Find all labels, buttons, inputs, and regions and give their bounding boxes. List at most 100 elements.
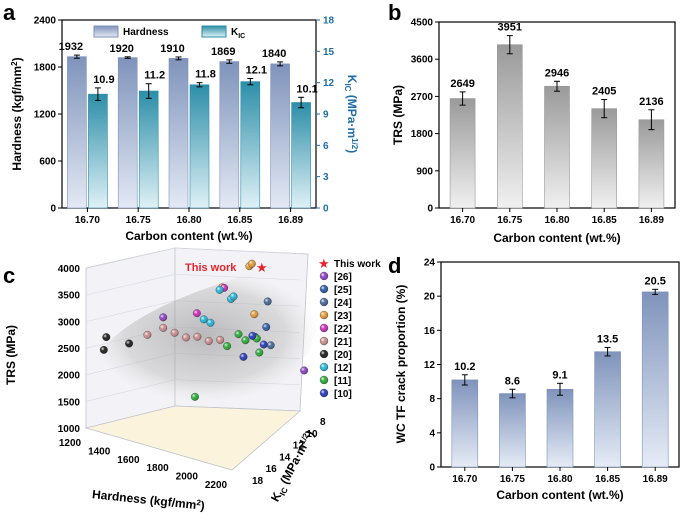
bar xyxy=(117,57,138,209)
panel-c-floor xyxy=(84,405,302,471)
data-label: 13.5 xyxy=(597,333,618,345)
scatter-point-highlight xyxy=(204,337,213,345)
panel-d-y-axis-title: WC TF crack proportion (%) xyxy=(394,285,408,444)
panel-a-left-ticks: 0 600 1200 1800 2400 xyxy=(34,16,62,215)
x-tick-label: 1800 xyxy=(146,463,169,474)
scatter-point-highlight xyxy=(200,315,208,324)
y-tick-label: 8 xyxy=(320,417,326,428)
legend-marker-highlight xyxy=(320,363,328,371)
this-work-annotation: This work xyxy=(185,262,237,274)
y-tick-label: 1200 xyxy=(34,110,57,121)
y-tick-label: 16 xyxy=(266,464,278,475)
z-tick-label: 1500 xyxy=(58,397,81,408)
scatter-point-highlight xyxy=(215,286,224,294)
panel-letter-d: d xyxy=(388,253,401,278)
data-label: 1869 xyxy=(211,46,235,58)
y-tick-label: 10 xyxy=(306,429,318,440)
y-tick-label: 4 xyxy=(429,428,435,439)
panel-b-trs-chart: 2649 3951 2946 2405 2136 0 900 1800 2700 3600 450… xyxy=(391,18,676,245)
x-tick-label: 1200 xyxy=(59,438,82,449)
x-tick-label: 16.70 xyxy=(75,215,100,226)
panel-c-3d-scatter: 1000 1500 2000 2500 3000 3500 4000 1200 1400 1600… xyxy=(4,247,381,513)
panel-a-y-axis-title: Hardness (kgf/mm2) xyxy=(10,57,24,170)
bar xyxy=(138,90,159,209)
legend-marker-highlight xyxy=(320,350,328,358)
panel-c-x-axis-title: Hardness (kgf/mm2) xyxy=(91,487,205,513)
z-tick-label: 3000 xyxy=(58,317,81,328)
panel-b-y-axis-title: TRS (MPa) xyxy=(391,85,405,145)
data-label: 10.9 xyxy=(93,74,114,86)
scatter-point-highlight xyxy=(206,318,215,327)
data-label: 1920 xyxy=(109,43,133,55)
panel-a-bars: 1932 1920 1910 1869 1840 10.9 11.2 11.8 12.1 10.1 xyxy=(59,41,318,209)
scatter-point-highlight xyxy=(193,309,201,318)
y-tick-label: 0 xyxy=(427,204,433,215)
legend-label: [10] xyxy=(334,389,352,400)
panel-c-axes: 1000 1500 2000 2500 3000 3500 4000 1200 1400 1600… xyxy=(58,264,326,491)
bar xyxy=(641,291,669,468)
x-tick-label: 16.89 xyxy=(643,474,668,485)
data-label: 3951 xyxy=(498,22,522,34)
panel-d-x-ticks: 16.70 16.75 16.80 16.85 16.89 xyxy=(452,467,668,485)
legend-kic-label: KIC xyxy=(231,27,245,40)
right-tick-label: 3 xyxy=(323,172,329,183)
data-label: 8.6 xyxy=(505,375,520,387)
panel-a-x-ticks: 16.70 16.75 16.80 16.85 16.89 xyxy=(75,208,304,226)
x-tick-label: 1400 xyxy=(88,446,111,457)
bar xyxy=(451,379,479,468)
scatter-point-highlight xyxy=(241,336,250,345)
y-tick-label: 12 xyxy=(424,360,436,371)
panel-b-y-ticks: 0 900 1800 2700 3600 4500 xyxy=(411,18,439,215)
z-tick-label: 4000 xyxy=(58,264,81,275)
panel-a-right-ticks: 0 3 6 9 12 15 18 xyxy=(316,16,335,215)
legend-label: [22] xyxy=(334,324,352,335)
scatter-point-highlight xyxy=(300,366,308,375)
panel-b-bars: 2649 3951 2946 2405 2136 xyxy=(449,22,665,209)
data-label: 10.2 xyxy=(454,361,475,373)
x-tick-label: 16.80 xyxy=(544,215,569,226)
right-tick-label: 12 xyxy=(323,78,335,89)
legend-marker-highlight xyxy=(320,324,328,332)
data-label: 1932 xyxy=(59,41,83,53)
data-label: 2405 xyxy=(592,86,616,98)
x-tick-label: 16.85 xyxy=(592,215,617,226)
legend-label: [20] xyxy=(334,350,352,361)
x-tick-label: 16.75 xyxy=(500,474,525,485)
panel-c-legend: ★ This work [26] [25] [24] [23] [22] [21] [20] [1… xyxy=(318,256,381,400)
legend-hardness-swatch xyxy=(93,25,119,38)
legend-marker-highlight xyxy=(320,298,328,306)
y-tick-label: 14 xyxy=(279,452,291,463)
legend-label: [24] xyxy=(334,298,352,309)
y-tick-label: 18 xyxy=(252,476,264,487)
x-tick-label: 16.89 xyxy=(639,215,664,226)
data-label: 10.1 xyxy=(296,83,317,95)
right-tick-label: 6 xyxy=(323,141,329,152)
x-tick-label: 16.70 xyxy=(452,474,477,485)
legend-marker-highlight xyxy=(320,389,328,397)
scatter-point-highlight xyxy=(263,297,272,306)
x-tick-label: 1600 xyxy=(117,455,140,466)
x-tick-label: 16.75 xyxy=(497,215,522,226)
data-label: 1840 xyxy=(262,48,286,60)
scatter-point-highlight xyxy=(191,393,199,401)
panel-c-z-axis-title: TRS (MPa) xyxy=(4,325,18,385)
y-tick-label: 1800 xyxy=(411,129,434,140)
bar xyxy=(638,119,665,209)
scatter-point-highlight xyxy=(143,331,152,339)
scatter-point-highlight xyxy=(248,259,256,268)
data-label: 2946 xyxy=(545,67,569,79)
panel-c-property-envelope xyxy=(90,269,320,402)
panel-letter-a: a xyxy=(3,0,16,25)
bar xyxy=(291,102,311,209)
data-label: 12.1 xyxy=(246,64,267,76)
bar xyxy=(591,108,618,209)
scatter-point-highlight xyxy=(255,348,264,357)
y-tick-label: 4500 xyxy=(411,18,434,29)
y-tick-label: 2700 xyxy=(411,92,434,103)
legend-label: [12] xyxy=(334,363,352,374)
scatter-point-highlight xyxy=(125,339,133,348)
bar xyxy=(67,56,87,209)
legend-label: This work xyxy=(334,259,381,270)
